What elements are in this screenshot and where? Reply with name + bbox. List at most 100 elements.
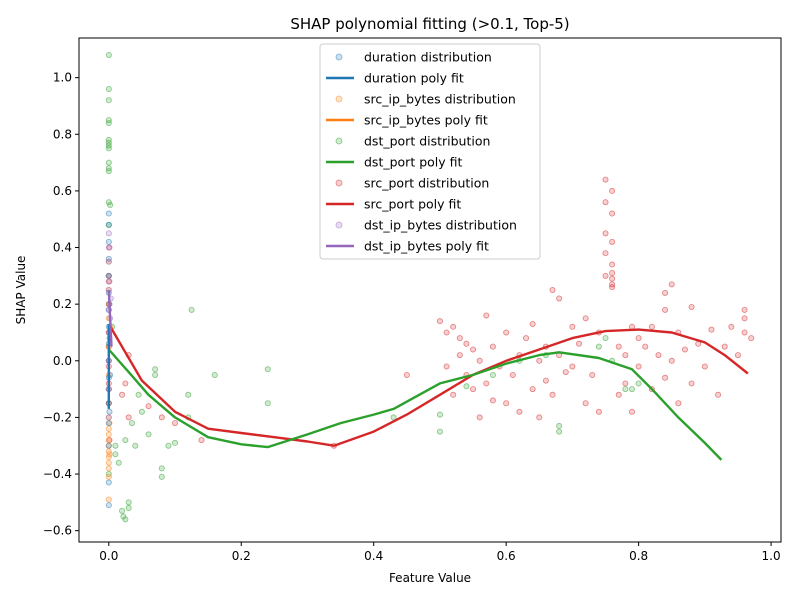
src_port-point (542, 377, 549, 384)
y-axis: −0.6 −0.4 −0.2 0.0 0.2 0.4 0.6 0.8 1.0 (43, 71, 79, 538)
dst_port-point (125, 505, 132, 512)
legend-label: src_port distribution (364, 176, 489, 191)
src_port-point (582, 315, 589, 322)
src_port-point (681, 346, 688, 353)
src_port-point (509, 371, 516, 378)
dst_port-point (105, 159, 112, 166)
dst_port-point (105, 168, 112, 175)
dst_port-point (188, 306, 195, 313)
src_port-point (655, 352, 662, 359)
dst_port-point (135, 391, 142, 398)
dst_ip_bytes-point (106, 278, 113, 285)
dst_port-point (489, 371, 496, 378)
duration-point (105, 479, 112, 486)
src_port-point (609, 261, 616, 268)
src_port-point (145, 403, 152, 410)
dst_port-point (105, 85, 112, 92)
dst_port-point (132, 442, 139, 449)
dst_port-poly-fit-line (107, 348, 723, 461)
src_port-point (158, 414, 165, 421)
src_port-point (622, 380, 629, 387)
src_port-point (529, 386, 536, 393)
dst_ip_bytes-point (105, 414, 112, 421)
dst_port-point (158, 465, 165, 472)
y-tick-label: −0.2 (43, 410, 72, 424)
src_port-point (748, 335, 755, 342)
src_ip_bytes-point (105, 473, 112, 480)
src_port-point (628, 408, 635, 415)
x-tick-label: 0.4 (364, 549, 383, 563)
dst_port-point (112, 451, 119, 458)
dst_port-point (165, 442, 172, 449)
dst_ip_bytes-poly-fit-line (107, 289, 113, 347)
dst_port-point (115, 459, 122, 466)
src_port-point (483, 312, 490, 319)
legend-label: src_ip_bytes poly fit (364, 113, 488, 128)
src_port-point (476, 357, 483, 364)
src_port-point (503, 329, 510, 336)
dst_port-point (556, 428, 563, 435)
dst_port-point (158, 473, 165, 480)
src_port-point (456, 335, 463, 342)
src_port-point (403, 371, 410, 378)
src_port-point (675, 400, 682, 407)
src_port-poly-fit-line (107, 323, 749, 447)
src_port-point (536, 414, 543, 421)
x-tick-label: 0.8 (629, 549, 648, 563)
src_port-point (741, 329, 748, 336)
dst_port-point (105, 51, 112, 58)
src_port-point (668, 357, 675, 364)
y-tick-label: 0.2 (53, 297, 72, 311)
duration-point (105, 502, 112, 509)
legend-marker (335, 179, 343, 187)
src_port-point (503, 400, 510, 407)
src_port-point (198, 437, 205, 444)
src_port-point (615, 391, 622, 398)
legend-label: dst_ip_bytes poly fit (364, 239, 489, 254)
dst_port-point (622, 386, 629, 393)
src_port-point (662, 306, 669, 313)
src_port-point (708, 326, 715, 333)
src_port-point (476, 414, 483, 421)
src_port-point (609, 284, 616, 291)
src_port-point (609, 238, 616, 245)
src_port-point (523, 335, 530, 342)
y-tick-label: 0.8 (53, 127, 72, 141)
dst_port-point (556, 422, 563, 429)
src_port-point (529, 320, 536, 327)
dst_port-point (105, 119, 112, 126)
src_port-point (443, 329, 450, 336)
legend-label: dst_port distribution (364, 134, 490, 149)
dst_port-point (635, 380, 642, 387)
src_port-point (662, 289, 669, 296)
legend-marker (335, 221, 343, 229)
src_ip_bytes-point (105, 465, 112, 472)
x-tick-label: 0.2 (232, 549, 251, 563)
x-tick-label: 0.0 (99, 549, 118, 563)
y-tick-label: 0.6 (53, 184, 72, 198)
legend-label: duration poly fit (364, 71, 464, 86)
y-tick-label: −0.6 (43, 524, 72, 538)
src_port-point (602, 250, 609, 257)
dst_port-point (463, 383, 470, 390)
src_ip_bytes-point (106, 451, 113, 458)
dst_port-point (107, 202, 114, 209)
src_port-point (450, 391, 457, 398)
dst_port-point (602, 335, 609, 342)
src_port-point (536, 357, 543, 364)
y-tick-label: 0.4 (53, 241, 72, 255)
src_port-point (609, 275, 616, 282)
dst_port-point (105, 199, 112, 206)
src_port-point (582, 400, 589, 407)
dst_port-point (264, 366, 271, 373)
dst_port-point (125, 499, 132, 506)
src_port-point (635, 363, 642, 370)
src_port-point (615, 343, 622, 350)
src_port-point (701, 363, 708, 370)
legend-marker (335, 95, 343, 103)
fit-lines-layer (107, 289, 749, 461)
y-axis-label: SHAP Value (14, 256, 28, 325)
src_port-point (622, 352, 629, 359)
dst_port-point (628, 386, 635, 393)
src_port-point (489, 397, 496, 404)
